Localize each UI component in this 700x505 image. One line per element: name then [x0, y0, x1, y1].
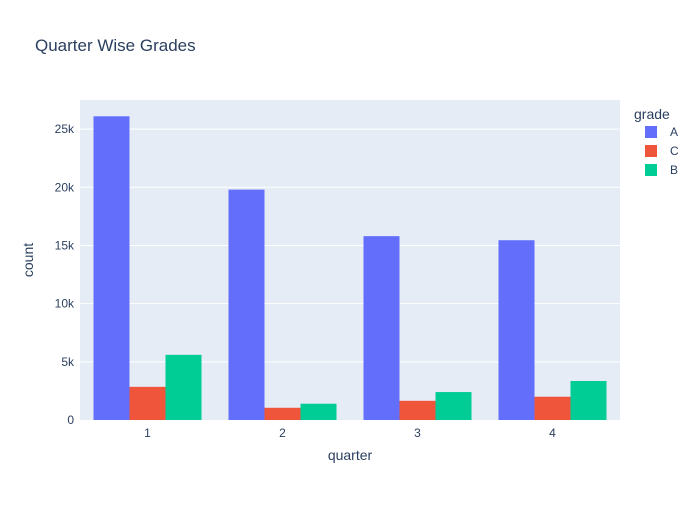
- legend-swatch-C[interactable]: [645, 145, 657, 157]
- x-tick-label: 3: [414, 426, 421, 440]
- bar-A-q4: [498, 240, 535, 420]
- bar-C-q4: [534, 396, 571, 420]
- y-tick-label: 10k: [55, 297, 75, 311]
- plot-area: [80, 100, 620, 420]
- bar-A-q1: [93, 116, 130, 421]
- y-tick-label: 15k: [55, 238, 75, 252]
- x-axis-title: quarter: [328, 447, 373, 463]
- legend-swatch-B[interactable]: [645, 164, 657, 176]
- y-tick-label: 0: [67, 413, 74, 427]
- bar-B-q1: [165, 354, 202, 420]
- chart-title: Quarter Wise Grades: [35, 36, 196, 55]
- x-tick-label: 1: [144, 426, 151, 440]
- bar-A-q3: [363, 236, 400, 420]
- legend-swatch-A[interactable]: [645, 126, 657, 138]
- x-tick-label: 2: [279, 426, 286, 440]
- x-axis-ticks: 1 2 3 4: [144, 426, 556, 440]
- y-tick-label: 20k: [55, 180, 75, 194]
- bar-B-q2: [300, 403, 337, 420]
- bar-C-q2: [264, 407, 301, 420]
- bar-B-q3: [435, 392, 472, 420]
- bar-C-q3: [399, 400, 436, 420]
- legend: grade ACB: [634, 106, 679, 177]
- legend-label-A[interactable]: A: [670, 125, 678, 139]
- legend-label-B[interactable]: B: [670, 163, 678, 177]
- legend-label-C[interactable]: C: [670, 144, 679, 158]
- bar-B-q4: [570, 381, 607, 420]
- bars: [93, 116, 607, 421]
- y-axis-ticks: 0 5k 10k 15k 20k 25k: [55, 122, 75, 427]
- y-axis-title: count: [20, 243, 36, 277]
- bar-A-q2: [228, 189, 265, 420]
- bar-C-q1: [129, 386, 166, 420]
- x-tick-label: 4: [549, 426, 556, 440]
- legend-title: grade: [634, 106, 670, 122]
- y-tick-label: 25k: [55, 122, 75, 136]
- y-tick-label: 5k: [61, 355, 75, 369]
